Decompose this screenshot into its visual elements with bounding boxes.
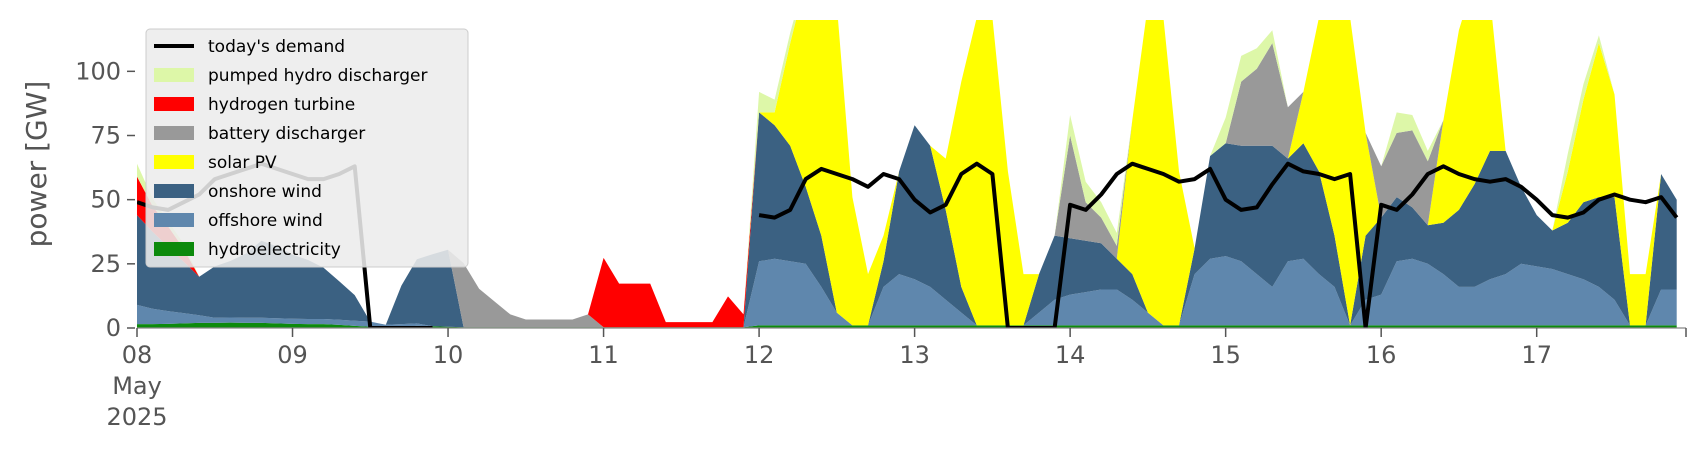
legend-swatch: [154, 97, 194, 111]
legend-label: solar PV: [208, 153, 277, 173]
y-tick-label: 0: [106, 314, 121, 342]
y-tick-label: 75: [90, 122, 121, 150]
legend-label: pumped hydro discharger: [208, 66, 427, 86]
x-tick-label: 15: [1210, 341, 1241, 369]
legend-swatch: [154, 242, 194, 256]
x-tick-label: 16: [1366, 341, 1397, 369]
legend-swatch: [154, 68, 194, 82]
y-tick-label: 25: [90, 250, 121, 278]
x-tick-label: 10: [433, 341, 464, 369]
legend-swatch: [154, 126, 194, 140]
x-tick-sublabel: May: [112, 372, 162, 400]
x-tick-label: 12: [744, 341, 775, 369]
legend-label: battery discharger: [208, 124, 365, 144]
axes: 0 25 50 75 100 08 May 2025 09 10 11 12 13 14 15 16 17: [75, 57, 1687, 431]
demand-line: [758, 161, 1679, 328]
y-tick-label: 100: [75, 57, 121, 85]
x-tick-label: 13: [899, 341, 930, 369]
legend-swatch: [154, 155, 194, 169]
x-tick-sublabel: 2025: [106, 403, 167, 431]
x-tick-label: 09: [277, 341, 308, 369]
legend-swatch: [154, 184, 194, 198]
legend-label: today's demand: [208, 37, 345, 57]
x-tick-label: 17: [1521, 341, 1552, 369]
legend-label: hydrogen turbine: [208, 95, 355, 115]
area-offshore-wind: [137, 256, 1677, 328]
legend-label: onshore wind: [208, 182, 322, 202]
legend-swatch: [154, 213, 194, 227]
legend-label: offshore wind: [208, 211, 323, 231]
area-solar-pv: [137, 20, 1677, 328]
area-hydroelectricity: [137, 322, 1677, 328]
x-tick-label: 14: [1055, 341, 1086, 369]
legend-box: [145, 28, 469, 268]
y-tick-label: 50: [90, 186, 121, 214]
x-tick-label: 08: [122, 341, 153, 369]
x-tick-label: 11: [588, 341, 619, 369]
legend-label: hydroelectricity: [208, 240, 341, 260]
legend: today's demand pumped hydro discharger hyd…: [145, 28, 469, 268]
y-axis-label: power [GW]: [20, 81, 53, 248]
